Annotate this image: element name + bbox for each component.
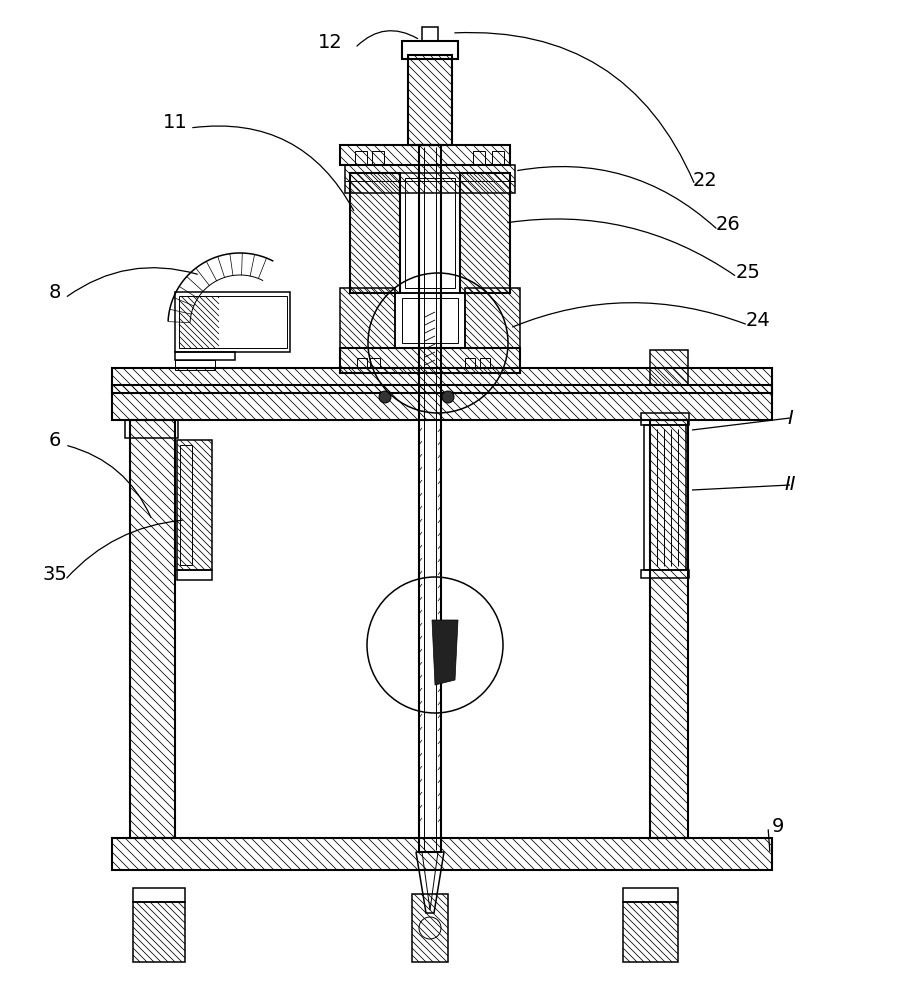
Bar bbox=[623, 902, 678, 962]
Bar bbox=[340, 145, 510, 165]
Bar bbox=[133, 902, 185, 962]
Circle shape bbox=[442, 391, 454, 403]
Polygon shape bbox=[432, 620, 458, 685]
Bar bbox=[179, 296, 287, 348]
Bar bbox=[650, 350, 688, 385]
Bar bbox=[641, 570, 689, 578]
Text: 6: 6 bbox=[49, 430, 61, 450]
Bar bbox=[125, 420, 178, 438]
Text: 22: 22 bbox=[693, 170, 717, 190]
Text: 11: 11 bbox=[163, 112, 187, 131]
Bar bbox=[395, 293, 465, 348]
Bar bbox=[465, 288, 520, 348]
Circle shape bbox=[379, 391, 391, 403]
Bar bbox=[460, 173, 510, 293]
Bar bbox=[340, 348, 520, 373]
Bar bbox=[370, 358, 380, 368]
Bar bbox=[644, 425, 686, 570]
Bar bbox=[130, 420, 175, 838]
Bar bbox=[175, 352, 235, 360]
Bar bbox=[422, 27, 438, 41]
Bar bbox=[175, 360, 215, 370]
Text: 24: 24 bbox=[745, 310, 771, 330]
Bar bbox=[402, 41, 458, 59]
Bar bbox=[177, 570, 212, 580]
Bar bbox=[473, 151, 485, 165]
Bar bbox=[400, 173, 460, 293]
Bar bbox=[408, 55, 452, 145]
Bar bbox=[412, 894, 448, 962]
Bar bbox=[112, 385, 772, 420]
Bar bbox=[345, 165, 515, 193]
Text: 9: 9 bbox=[772, 818, 784, 836]
Bar bbox=[357, 358, 367, 368]
Bar bbox=[372, 151, 384, 165]
Text: 8: 8 bbox=[49, 282, 61, 302]
Bar bbox=[177, 440, 212, 570]
Text: II: II bbox=[784, 476, 795, 494]
Bar bbox=[112, 838, 772, 870]
Text: 35: 35 bbox=[43, 566, 67, 584]
Bar bbox=[405, 178, 455, 288]
Bar bbox=[180, 445, 192, 565]
Bar bbox=[492, 151, 504, 165]
Bar bbox=[402, 298, 458, 343]
Bar bbox=[133, 888, 185, 902]
Text: 26: 26 bbox=[715, 216, 741, 234]
Bar bbox=[350, 173, 400, 293]
Text: 25: 25 bbox=[735, 262, 761, 282]
Bar bbox=[480, 358, 490, 368]
Text: I: I bbox=[787, 408, 793, 428]
Bar bbox=[465, 358, 475, 368]
Bar bbox=[340, 288, 395, 348]
Bar bbox=[623, 888, 678, 902]
Bar bbox=[641, 413, 689, 425]
Text: 12: 12 bbox=[318, 32, 342, 51]
Bar bbox=[650, 420, 688, 838]
Bar bbox=[419, 145, 441, 852]
Bar bbox=[355, 151, 367, 165]
Bar bbox=[175, 292, 290, 352]
Bar bbox=[112, 368, 772, 393]
